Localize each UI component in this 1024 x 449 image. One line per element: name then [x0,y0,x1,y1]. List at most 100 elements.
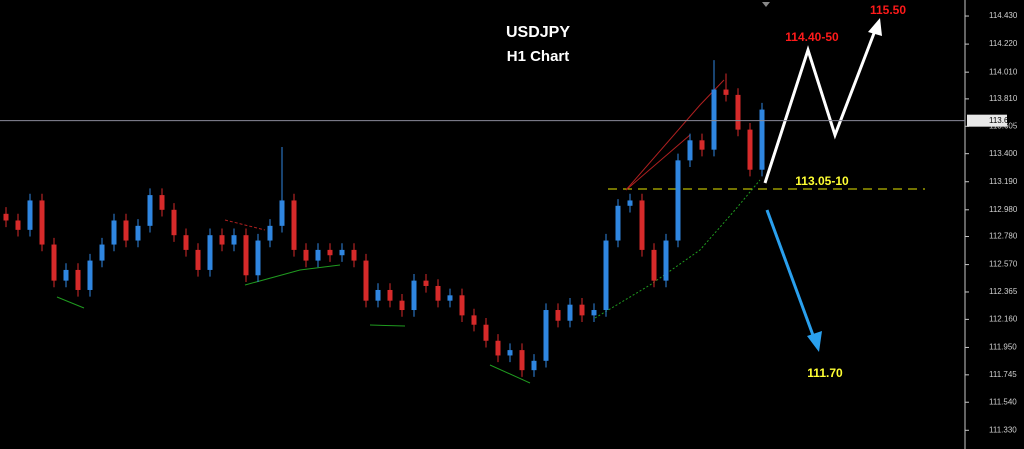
candle-body [399,300,405,311]
trend-line [489,364,531,384]
candle-body [255,240,261,276]
candle-body [195,249,201,270]
candle-body [603,240,609,311]
candle-body [363,260,369,301]
price-target: 113.05-10 [795,174,849,188]
price-target: 111.70 [807,366,843,380]
candle-body [291,200,297,250]
candle-body [87,260,93,290]
y-tick-label: 112.160 [989,314,1018,323]
trend-line [369,324,406,327]
candle-body [507,350,513,356]
chart-title: USDJPY [506,24,570,41]
candle-body [387,289,393,301]
candle-body [27,200,33,230]
y-tick-label: 112.780 [989,232,1018,241]
arrow-head [807,331,822,352]
candle-body [459,295,465,316]
y-tick-label: 112.365 [989,287,1018,296]
y-tick-label: 113.810 [989,94,1018,103]
candle-body [687,140,693,161]
candle-body [747,129,753,170]
chart-subtitle: H1 Chart [507,48,570,65]
candle-body [123,220,129,241]
candle-body [435,285,441,301]
shift-marker [762,2,770,7]
candle-body [711,89,717,150]
candle-body [15,220,21,230]
candle-body [663,240,669,281]
candle-body [303,249,309,261]
candle-body [531,360,537,371]
candle-body [555,310,561,321]
candle-body [759,109,765,170]
y-tick-label: 111.950 [989,343,1017,352]
fan-line [625,134,691,191]
candle-body [51,244,57,281]
candle-body [567,304,573,321]
bear-path-arrow [765,209,816,339]
current-price-box [967,114,1007,127]
candle-body [279,200,285,226]
y-tick-label: 112.980 [989,205,1018,214]
y-tick-label: 114.430 [989,11,1018,20]
candle-body [411,280,417,311]
y-tick-label: 114.220 [989,39,1018,48]
trend-line [244,264,341,286]
candle-body [735,94,741,130]
current-price-label: 113.647 [989,116,1018,125]
candle-body [579,304,585,316]
candle-body [483,324,489,341]
trend-line [56,296,85,309]
fan-line [625,79,725,191]
candle-body [375,289,381,301]
y-tick-label: 113.190 [989,177,1018,186]
candle-body [39,200,45,245]
bull-path-arrow [763,27,878,184]
candle-body [63,269,69,281]
candle-body [423,280,429,286]
candle-body [111,220,117,245]
candle-body [471,315,477,325]
candle-body [219,235,225,245]
candle-body [639,200,645,250]
y-tick-label: 114.010 [989,67,1018,76]
candle-body [651,249,657,281]
price-target: 114.40-50 [785,30,839,44]
candle-body [351,249,357,261]
trend-line [594,179,761,319]
candle-body [519,350,525,371]
candle-body [135,225,141,241]
trend-line [224,219,266,231]
candle-body [75,269,81,290]
candle-body [231,235,237,245]
candle-body [159,195,165,210]
candle-body [495,340,501,356]
y-tick-label: 112.570 [989,260,1018,269]
arrow-head [868,18,882,36]
candle-body [699,140,705,150]
candle-body [543,310,549,361]
candle-body [99,244,105,261]
candle-body [171,209,177,236]
candle-body [327,249,333,256]
price-target: 115.50 [870,3,906,17]
candle-body [675,160,681,241]
y-tick-label: 111.540 [989,397,1017,406]
candle-body [447,295,453,301]
candle-body [267,225,273,241]
candle-body [723,89,729,95]
candle-body [183,235,189,250]
candle-body [627,200,633,206]
candle-body [3,213,9,221]
candle-body [315,249,321,261]
y-tick-label: 113.400 [989,149,1018,158]
y-tick-label: 111.330 [989,425,1017,434]
candle-body [591,310,597,316]
y-tick-label: 111.745 [989,370,1017,379]
candle-body [243,235,249,276]
candle-body [615,205,621,241]
